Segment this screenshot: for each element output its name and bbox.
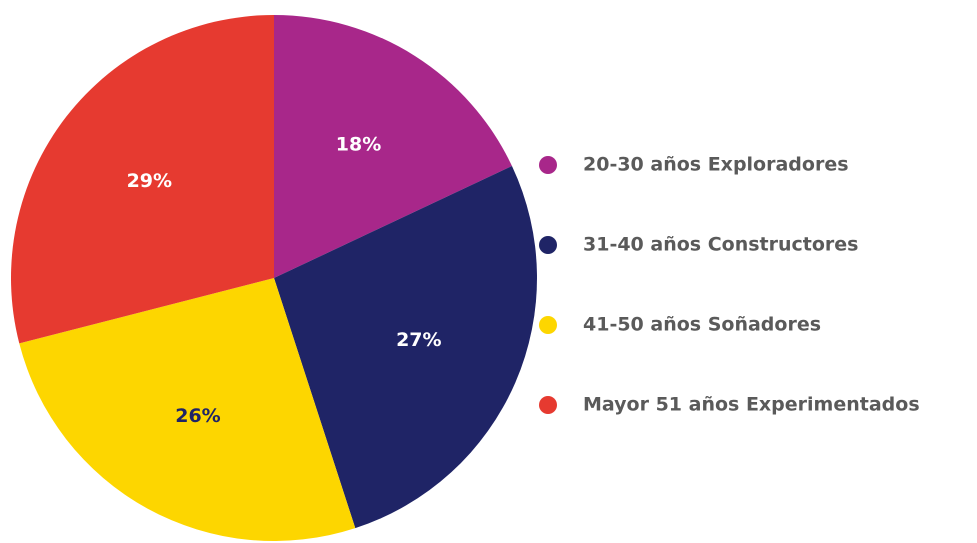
slice-label: 26% xyxy=(175,405,220,427)
legend-label: 41-50 años Soñadores xyxy=(583,314,821,336)
legend-marker xyxy=(539,236,557,254)
legend-marker xyxy=(539,156,557,174)
legend-marker xyxy=(539,396,557,414)
pie-slice xyxy=(274,166,537,529)
legend-label: 31-40 años Constructores xyxy=(583,234,858,256)
pie-slice xyxy=(19,278,356,541)
legend-label: 20-30 años Exploradores xyxy=(583,154,849,176)
slice-label: 27% xyxy=(396,329,441,351)
legend-label: Mayor 51 años Experimentados xyxy=(583,394,920,416)
pie-slice xyxy=(274,15,512,278)
legend-marker xyxy=(539,316,557,334)
slice-label: 29% xyxy=(127,170,172,192)
slice-label: 18% xyxy=(336,133,381,155)
pie-slice xyxy=(11,15,275,344)
